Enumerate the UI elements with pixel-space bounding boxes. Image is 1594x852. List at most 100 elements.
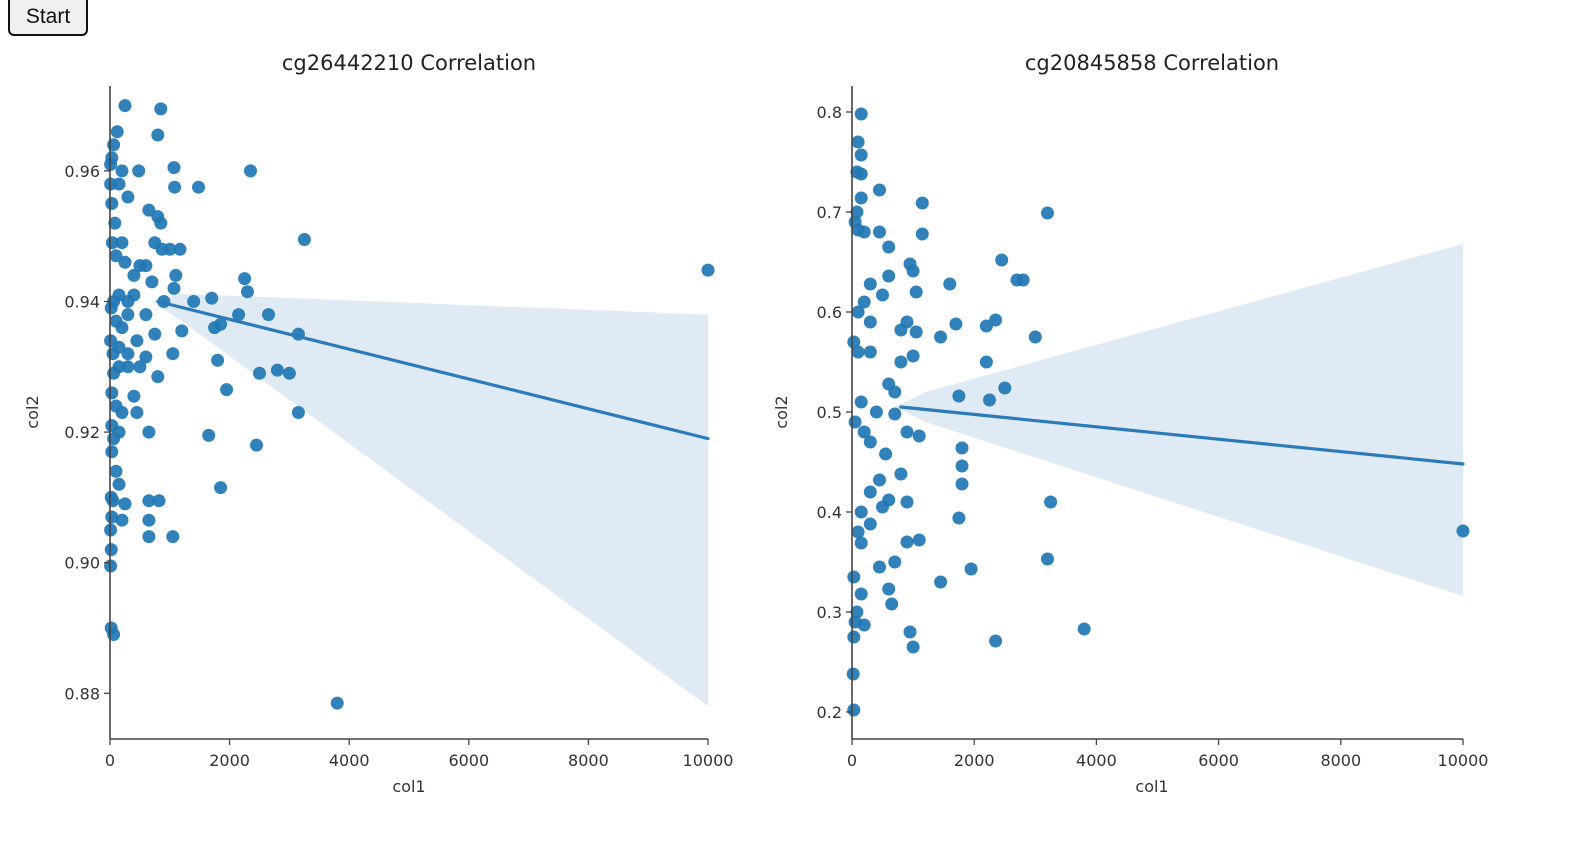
data-point (906, 264, 920, 278)
data-point (701, 263, 715, 277)
y-tick-label: 0.94 (64, 292, 100, 311)
data-point (105, 445, 119, 459)
y-tick-label: 0.96 (64, 162, 100, 181)
data-point (115, 406, 129, 419)
data-point (130, 406, 144, 419)
data-point (253, 366, 266, 380)
data-point (105, 510, 119, 524)
y-axis-label: col2 (772, 395, 791, 428)
data-point (873, 225, 886, 239)
data-point (909, 285, 923, 299)
data-point (888, 555, 902, 569)
data-point (915, 227, 929, 241)
data-point (127, 268, 141, 282)
data-point (851, 305, 865, 319)
x-tick-label: 10000 (1438, 751, 1489, 770)
data-point (121, 347, 135, 361)
data-point (112, 360, 126, 374)
data-point (115, 513, 129, 527)
data-point (906, 349, 920, 363)
data-point (121, 360, 135, 374)
data-point (857, 425, 871, 439)
data-point (888, 385, 902, 399)
data-point (241, 285, 254, 299)
data-point (105, 236, 119, 250)
data-point (955, 441, 969, 455)
data-point (110, 125, 124, 139)
data-point (107, 628, 121, 641)
data-point (121, 190, 135, 204)
data-point (847, 630, 861, 644)
data-point (854, 107, 868, 121)
data-point (232, 308, 246, 322)
data-point (175, 324, 189, 338)
data-point (869, 405, 883, 419)
data-point (850, 605, 864, 619)
confidence-band (151, 293, 708, 707)
data-point (964, 562, 978, 576)
data-point (876, 288, 889, 302)
data-point (145, 275, 159, 289)
chart-title: cg20845858 Correlation (1025, 51, 1279, 75)
data-point (995, 253, 1009, 267)
data-point (915, 196, 929, 210)
data-point (282, 366, 296, 380)
data-point (109, 464, 123, 478)
data-point (142, 425, 156, 439)
data-point (139, 350, 153, 364)
data-point (142, 203, 156, 217)
data-point (214, 481, 228, 495)
data-point (109, 249, 123, 263)
data-point (211, 353, 225, 367)
data-point (885, 597, 899, 611)
data-point (952, 511, 966, 525)
data-point (851, 345, 865, 359)
data-point (106, 494, 120, 508)
y-axis-label: col2 (23, 395, 42, 428)
data-point (955, 459, 969, 473)
data-point (943, 277, 957, 291)
data-point (262, 308, 275, 322)
data-point (166, 347, 180, 361)
data-point (173, 242, 187, 256)
data-point (863, 277, 877, 291)
data-point (205, 291, 219, 305)
data-point (250, 438, 263, 452)
y-tick-label: 0.2 (817, 703, 842, 722)
data-point (1044, 495, 1058, 509)
chart-cg26442210: cg26442210 Correlation col1 col2 0 2000 40… (23, 51, 733, 796)
data-point (900, 495, 914, 509)
data-point (154, 102, 168, 116)
x-tick-label: 4000 (329, 751, 370, 770)
data-point (112, 340, 126, 354)
data-point (854, 536, 868, 550)
data-point (900, 425, 914, 439)
data-point (220, 383, 234, 397)
data-point (903, 625, 917, 639)
data-point (1016, 273, 1030, 287)
data-point (330, 696, 344, 710)
data-point (955, 477, 969, 491)
y-tick-label: 0.4 (817, 503, 842, 522)
data-point (854, 167, 868, 181)
data-point (297, 233, 311, 246)
y-tick-label: 0.92 (64, 423, 100, 442)
data-point (873, 473, 886, 487)
data-point (989, 313, 1003, 327)
data-point (989, 634, 1003, 648)
data-point (863, 315, 877, 329)
data-point (152, 494, 166, 508)
data-point (121, 308, 135, 322)
data-point (854, 148, 868, 162)
y-tick-label: 0.90 (64, 554, 100, 573)
chart-title: cg26442210 Correlation (282, 51, 536, 75)
y-tick-label: 0.8 (817, 103, 842, 122)
start-button[interactable]: Start (8, 0, 88, 36)
data-point (863, 517, 877, 531)
data-point (857, 295, 871, 309)
data-point (846, 667, 860, 681)
data-point (132, 164, 146, 178)
data-point (118, 99, 132, 113)
data-point (854, 395, 868, 409)
